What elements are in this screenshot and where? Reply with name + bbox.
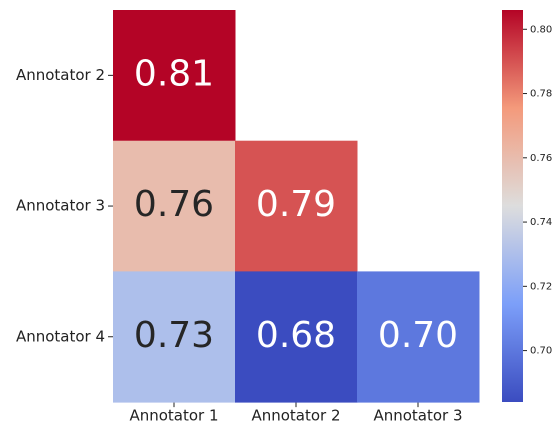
colorbar-tick-label: 0.76 (530, 153, 552, 164)
y-tick-label: Annotator 2 (16, 66, 105, 84)
colorbar-tick-label: 0.80 (530, 24, 552, 35)
heatmap-cell (235, 271, 358, 403)
heatmap-cell (113, 271, 236, 403)
cell-label: 0.70 (378, 315, 458, 356)
cell-label: 0.79 (256, 184, 336, 225)
x-tick-label: Annotator 3 (373, 407, 462, 425)
heatmap-cell (113, 10, 236, 142)
colorbar-tick-label: 0.78 (530, 89, 552, 100)
cell-label: 0.68 (256, 315, 336, 356)
colorbar (502, 10, 523, 402)
heatmap-cell (357, 271, 480, 403)
x-tick-label: Annotator 2 (251, 407, 340, 425)
cell-label: 0.73 (134, 315, 214, 356)
colorbar-tick-label: 0.72 (530, 281, 552, 292)
y-tick-label: Annotator 4 (16, 327, 105, 345)
heatmap-cell (235, 140, 358, 272)
y-tick-label: Annotator 3 (16, 197, 105, 215)
x-tick-label: Annotator 1 (129, 407, 218, 425)
cell-label: 0.76 (134, 184, 214, 225)
colorbar-tick-label: 0.70 (530, 346, 552, 357)
heatmap-cell (113, 140, 236, 272)
cell-label: 0.81 (134, 53, 214, 94)
colorbar-tick-label: 0.74 (530, 217, 552, 228)
